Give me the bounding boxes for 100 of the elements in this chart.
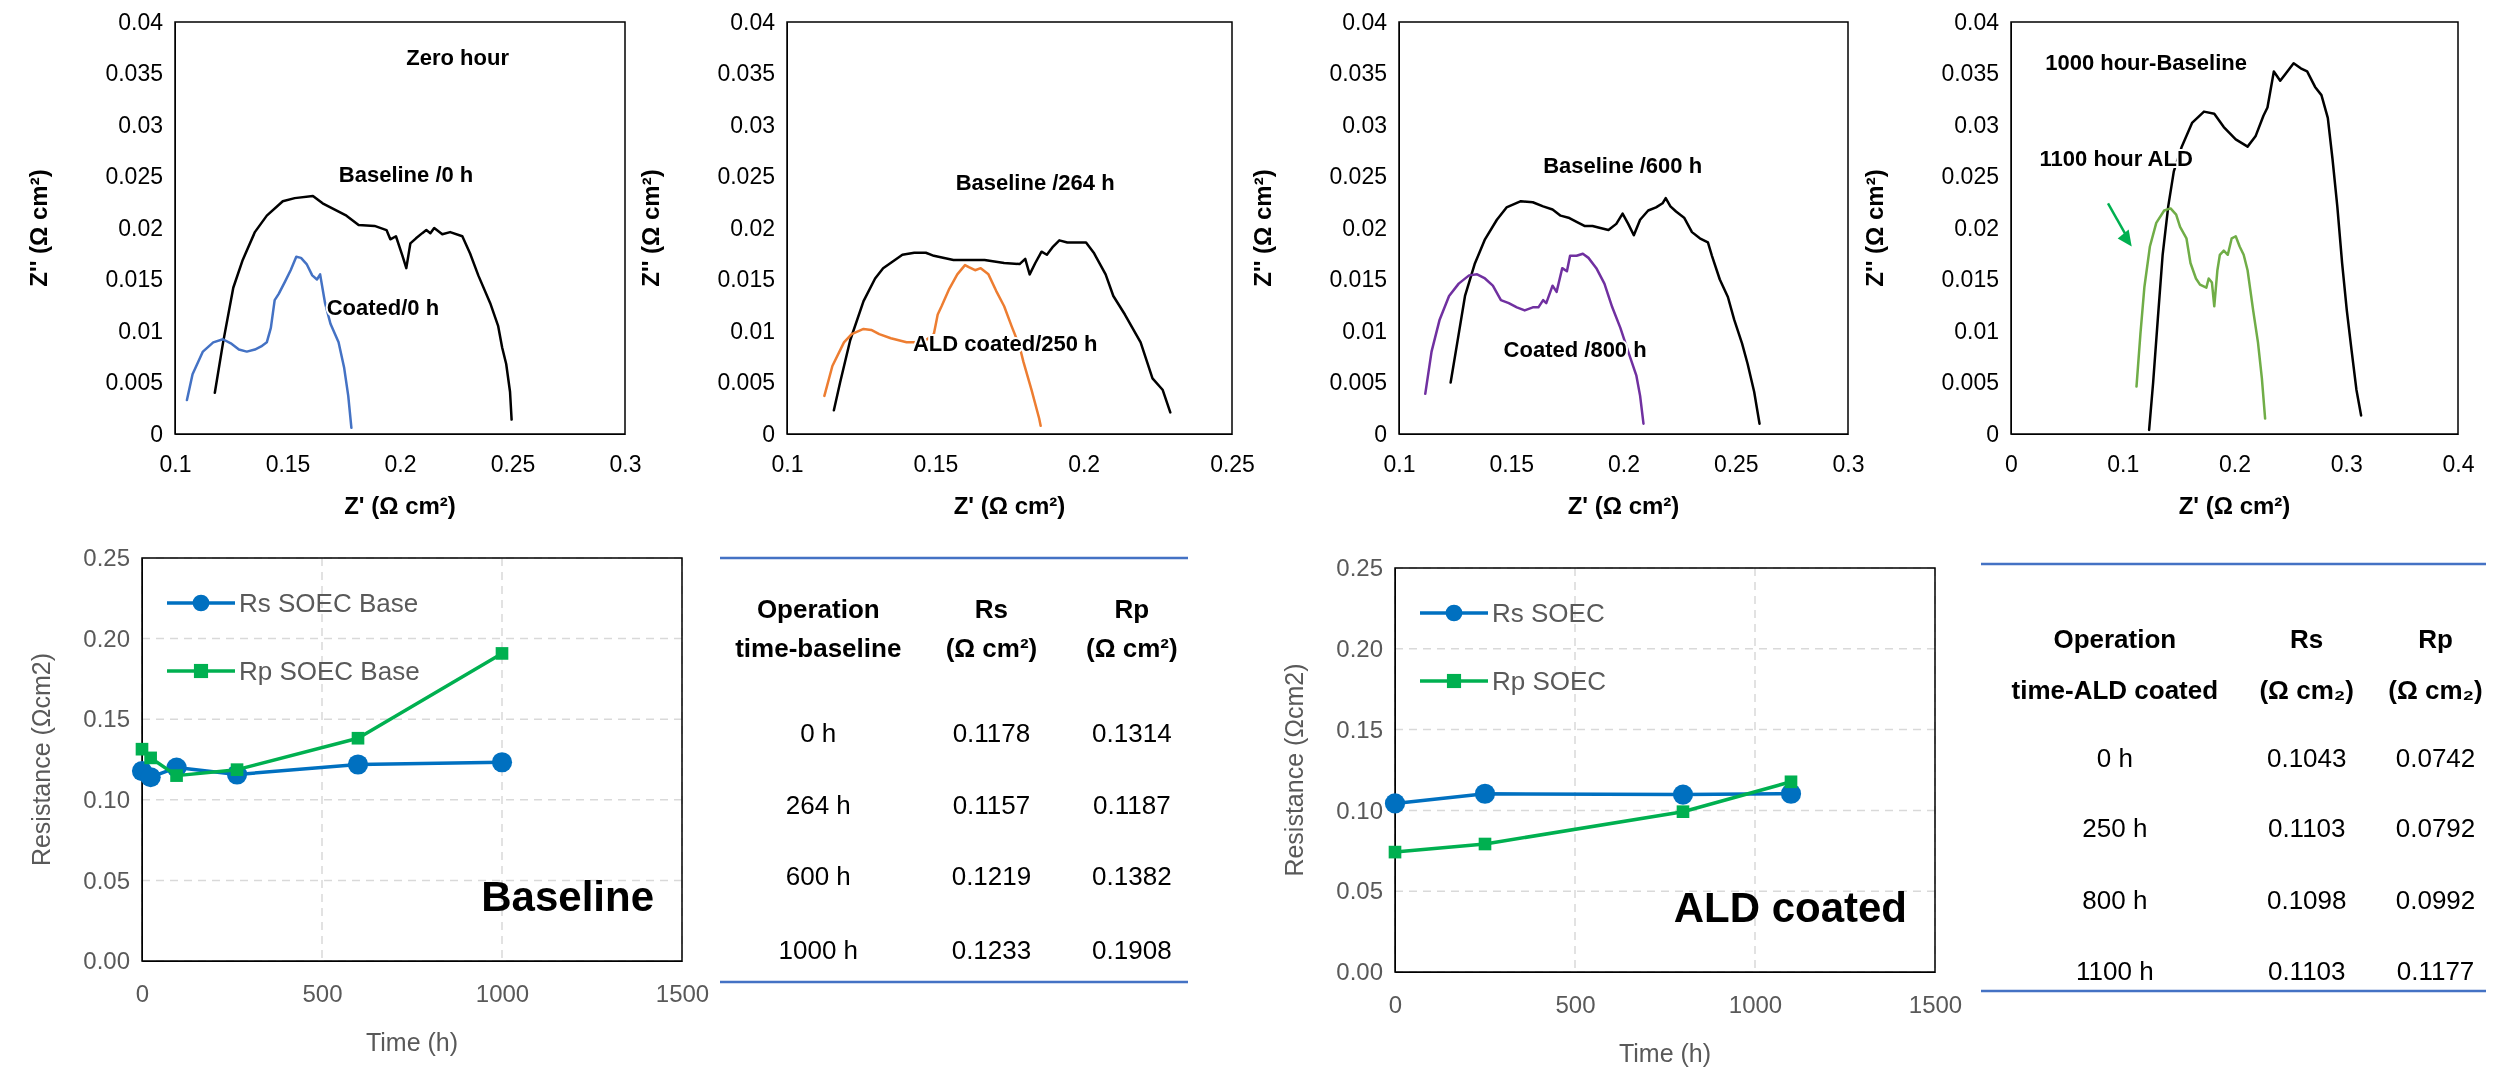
y-tick-label: 0.01 bbox=[730, 317, 775, 344]
text: 0.0792 bbox=[2395, 813, 2476, 844]
point bbox=[1672, 784, 1694, 805]
line-series bbox=[1424, 252, 1645, 425]
x-tick-label: 1500 bbox=[655, 980, 710, 1008]
y-axis-title: Resistance (Ωcm2) bbox=[1280, 663, 1308, 877]
text: 0.0992 bbox=[2395, 885, 2476, 916]
annotation: Zero hour bbox=[406, 44, 510, 70]
y-tick-label: 0.02 bbox=[1342, 214, 1387, 241]
y-tick-label: 0.035 bbox=[1329, 60, 1387, 87]
y-tick-label: 0.02 bbox=[118, 214, 163, 241]
x-tick-label: 0.3 bbox=[609, 451, 642, 478]
x-axis-title: Time (h) bbox=[365, 1028, 459, 1056]
x-tick-label: 500 bbox=[302, 980, 343, 1008]
text: 0 h bbox=[800, 718, 837, 749]
y-tick-label: 0.005 bbox=[717, 369, 775, 396]
annotation: Baseline /0 h bbox=[338, 162, 474, 188]
text: 0.1219 bbox=[951, 861, 1032, 892]
y-axis-title: Resistance (Ωcm2) bbox=[27, 652, 55, 867]
point bbox=[1384, 793, 1406, 814]
x-axis-title: Time (h) bbox=[1618, 1039, 1712, 1067]
y-tick-label: 0.04 bbox=[118, 8, 164, 35]
legend-label: Rs SOEC bbox=[1492, 598, 1605, 629]
y-axis-title: Z'' (Ω cm²) bbox=[637, 169, 664, 287]
text: 0.1043 bbox=[2266, 743, 2347, 774]
y-tick-label: 0.04 bbox=[1954, 8, 2000, 35]
text: 1000 h bbox=[778, 935, 859, 966]
text: Rp (Ω cm²) bbox=[1086, 594, 1178, 664]
y-tick-label: 0.20 bbox=[83, 624, 130, 652]
y-tick-label: 0 bbox=[150, 420, 163, 447]
legend-label: Rp SOEC bbox=[1492, 666, 1607, 697]
y-tick-label: 0.10 bbox=[83, 785, 130, 813]
x-tick-label: 0.2 bbox=[1068, 451, 1101, 478]
text: 600 h bbox=[785, 861, 851, 892]
y-tick-label: 0.15 bbox=[1336, 715, 1383, 743]
annotation: 1000 hour-Baseline bbox=[2045, 50, 2247, 76]
y-tick-label: 0.04 bbox=[1342, 8, 1388, 35]
y-axis-title: Z'' (Ω cm²) bbox=[25, 169, 52, 287]
x-tick-label: 1500 bbox=[1908, 991, 1963, 1019]
x-tick-label: 0.3 bbox=[2330, 451, 2363, 478]
x-tick-label: 0.2 bbox=[384, 451, 417, 478]
y-tick-label: 0 bbox=[1986, 420, 1999, 447]
text: Operation time-ALD coated bbox=[2011, 624, 2219, 706]
point bbox=[1676, 805, 1690, 819]
y-tick-label: 0.005 bbox=[1941, 369, 1999, 396]
y-tick-label: 0.025 bbox=[717, 163, 775, 190]
text: 0.1233 bbox=[951, 935, 1032, 966]
line-series bbox=[832, 239, 1172, 414]
y-tick-label: 0.01 bbox=[1342, 317, 1387, 344]
annotation: Coated /800 h bbox=[1503, 337, 1647, 363]
point bbox=[140, 767, 161, 788]
text: 0.1103 bbox=[2267, 813, 2346, 844]
y-tick-label: 0.035 bbox=[105, 60, 163, 87]
x-tick-label: 0.4 bbox=[2442, 451, 2475, 478]
text: 0.1178 bbox=[952, 718, 1031, 749]
y-tick-label: 0.025 bbox=[1941, 163, 1999, 190]
annotation: Baseline /600 h bbox=[1543, 153, 1703, 179]
x-tick-label: 0.1 bbox=[771, 451, 804, 478]
point bbox=[491, 752, 513, 773]
point bbox=[1474, 783, 1496, 804]
text: 0.0742 bbox=[2395, 743, 2476, 774]
point bbox=[170, 769, 183, 782]
point bbox=[1388, 845, 1402, 859]
legend-label: Rs SOEC Base bbox=[239, 588, 419, 619]
annotation: Baseline /264 h bbox=[955, 169, 1115, 195]
text: 0.1103 bbox=[2267, 956, 2346, 987]
text: 0.1908 bbox=[1092, 935, 1172, 966]
y-tick-label: 0.10 bbox=[1336, 796, 1383, 824]
x-tick-label: 500 bbox=[1555, 991, 1596, 1019]
x-axis-title: Z' (Ω cm²) bbox=[1567, 492, 1680, 519]
point bbox=[351, 731, 365, 745]
y-tick-label: 0.02 bbox=[730, 214, 775, 241]
point bbox=[347, 754, 369, 775]
y-tick-label: 0.035 bbox=[1941, 60, 1999, 87]
x-tick-label: 0.1 bbox=[2107, 451, 2140, 478]
y-tick-label: 0.03 bbox=[730, 111, 775, 138]
line-series bbox=[2135, 207, 2267, 420]
x-axis-title: Z' (Ω cm²) bbox=[344, 492, 456, 519]
y-tick-label: 0.15 bbox=[83, 705, 130, 733]
y-tick-label: 0.005 bbox=[1329, 369, 1387, 396]
y-tick-label: 0.015 bbox=[1941, 266, 1999, 293]
text: 0.1157 bbox=[952, 790, 1031, 821]
y-tick-label: 0.035 bbox=[717, 60, 775, 87]
text: 250 h bbox=[2082, 813, 2148, 844]
text: Rs (Ω cm₂) bbox=[2259, 624, 2354, 706]
y-tick-label: 0.03 bbox=[1342, 111, 1387, 138]
line-series bbox=[213, 194, 513, 421]
text: 0.1098 bbox=[2266, 885, 2347, 916]
y-tick-label: 0.005 bbox=[105, 369, 163, 396]
x-tick-label: 0.2 bbox=[2219, 451, 2251, 478]
y-tick-label: 0.20 bbox=[1336, 634, 1383, 662]
text: 0.1187 bbox=[1093, 790, 1171, 821]
x-tick-label: 1000 bbox=[1728, 991, 1783, 1019]
y-tick-label: 0.00 bbox=[1336, 958, 1383, 986]
legend-label: Rp SOEC Base bbox=[239, 656, 420, 687]
x-tick-label: 0.25 bbox=[1713, 451, 1759, 478]
x-tick-label: 0.1 bbox=[1383, 451, 1416, 478]
point bbox=[1784, 775, 1798, 789]
x-tick-label: 0 bbox=[2005, 451, 2018, 478]
text: 264 h bbox=[785, 790, 851, 821]
